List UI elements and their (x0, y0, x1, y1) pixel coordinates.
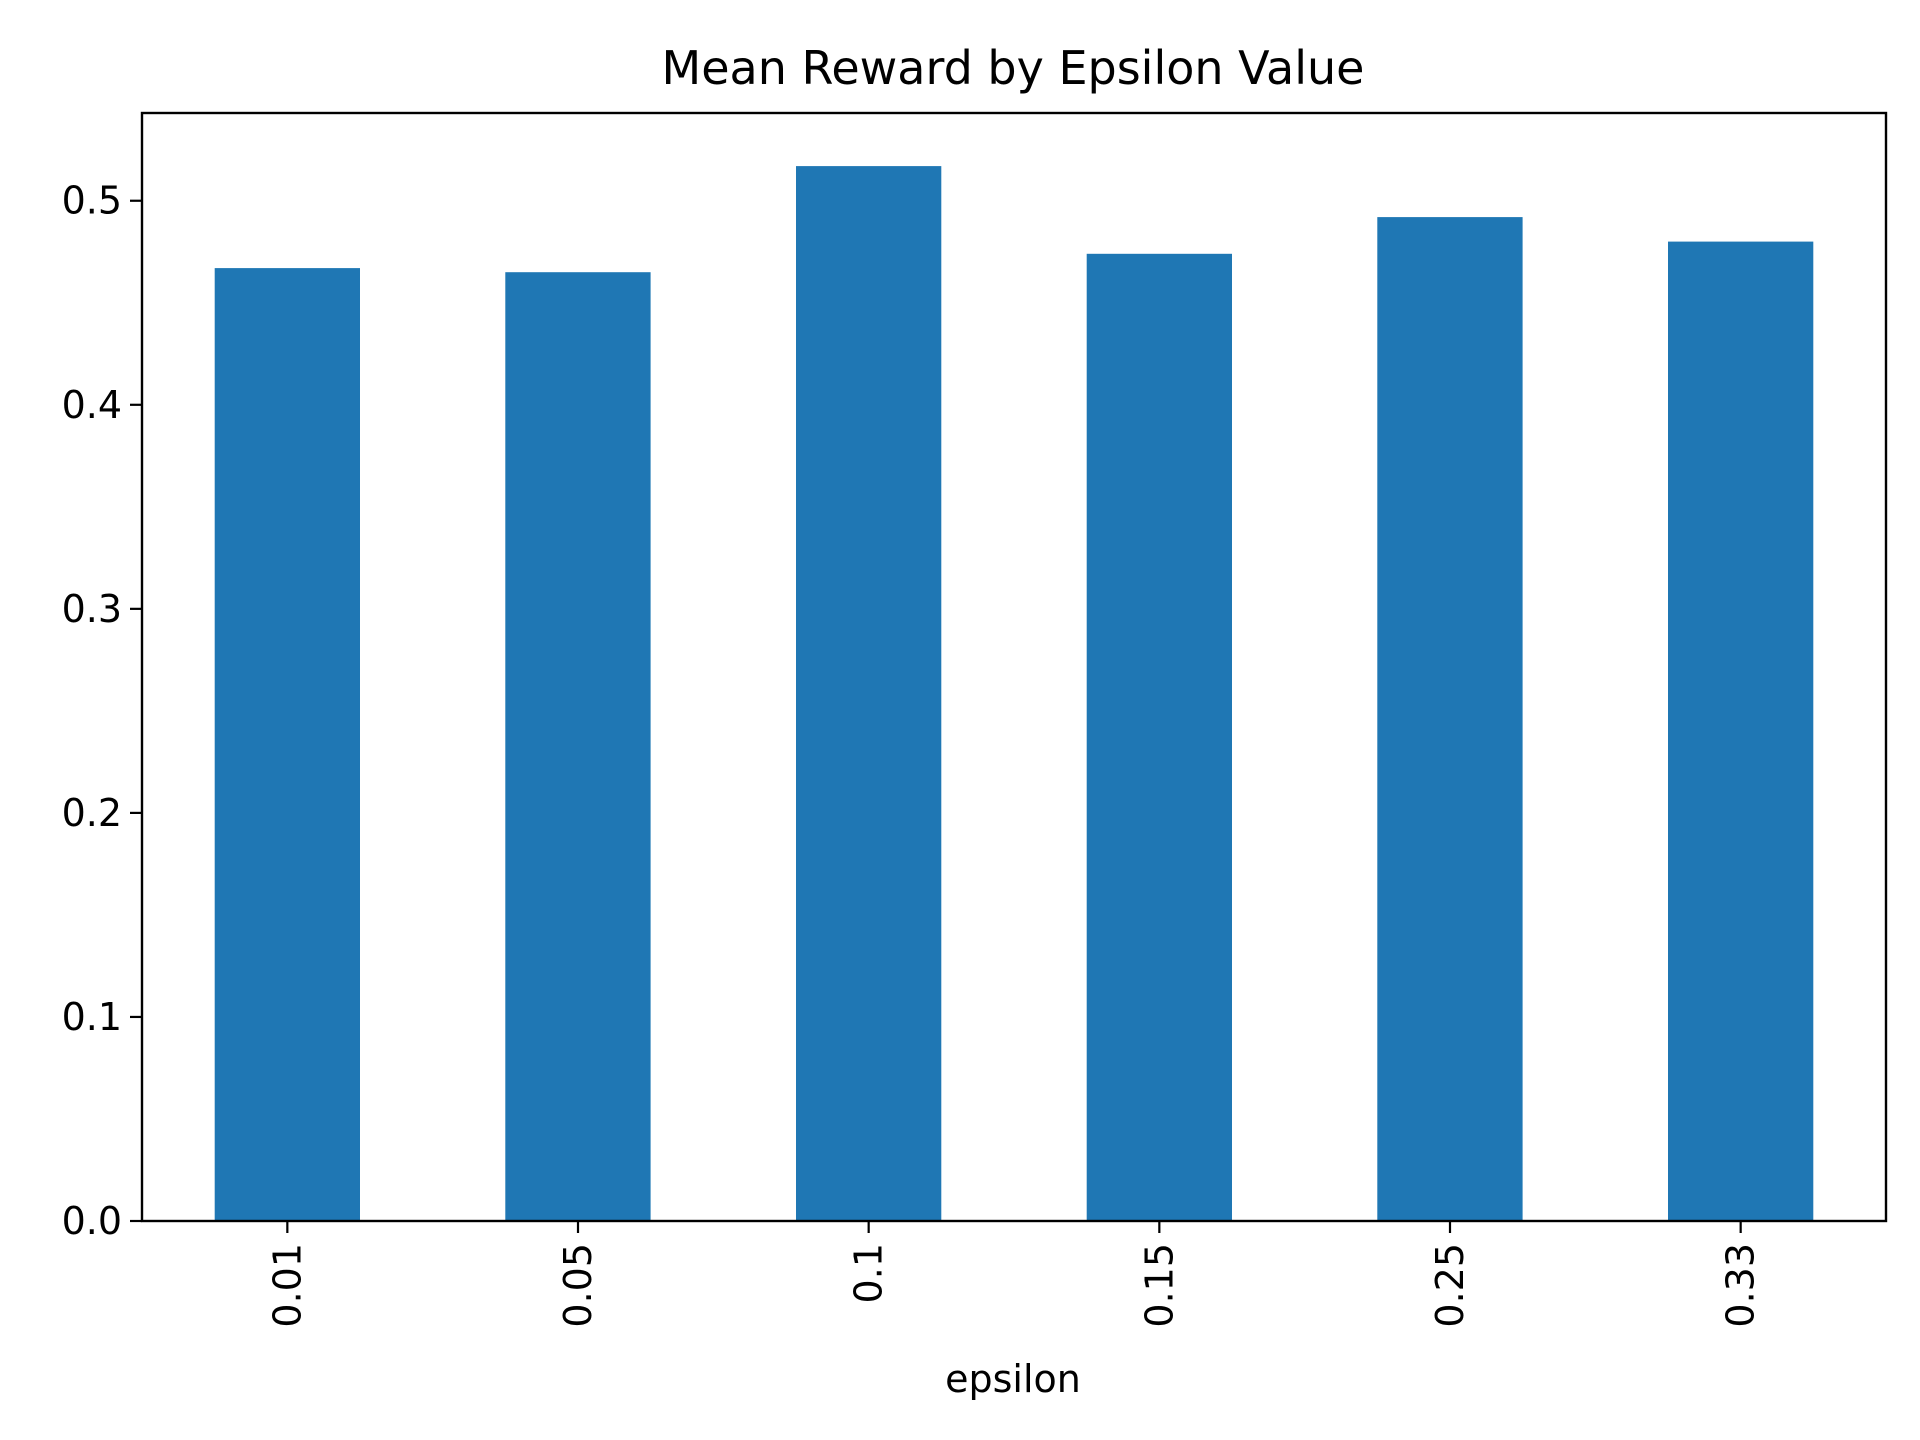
bar-0.05 (505, 272, 651, 1221)
y-tick-label: 0.1 (62, 995, 122, 1039)
y-tick-label: 0.2 (62, 791, 122, 835)
bar-0.1 (796, 166, 942, 1222)
y-tick-label: 0.5 (62, 179, 122, 223)
bar-0.25 (1377, 217, 1523, 1222)
x-tick-label: 0.05 (556, 1243, 600, 1328)
x-tick-label: 0.15 (1137, 1243, 1181, 1328)
x-tick-label: 0.01 (265, 1243, 309, 1328)
bars-group (214, 166, 1814, 1222)
x-tick-label: 0.1 (847, 1243, 891, 1303)
chart-title: Mean Reward by Epsilon Value (662, 41, 1365, 95)
bar-0.33 (1668, 241, 1814, 1222)
bar-0.15 (1086, 253, 1232, 1222)
x-axis: 0.01 0.05 0.1 0.15 0.25 0.33 (265, 1221, 1763, 1328)
x-tick-label: 0.33 (1719, 1243, 1763, 1328)
plot-frame (140, 111, 1888, 1223)
bar-0.01 (214, 268, 360, 1222)
x-axis-label: epsilon (945, 1357, 1081, 1401)
y-axis: 0.0 0.1 0.2 0.3 0.4 0.5 (62, 179, 142, 1243)
y-tick-label: 0.0 (62, 1199, 122, 1243)
x-tick-label: 0.25 (1428, 1243, 1472, 1328)
y-tick-label: 0.4 (62, 383, 122, 427)
y-tick-label: 0.3 (62, 587, 122, 631)
